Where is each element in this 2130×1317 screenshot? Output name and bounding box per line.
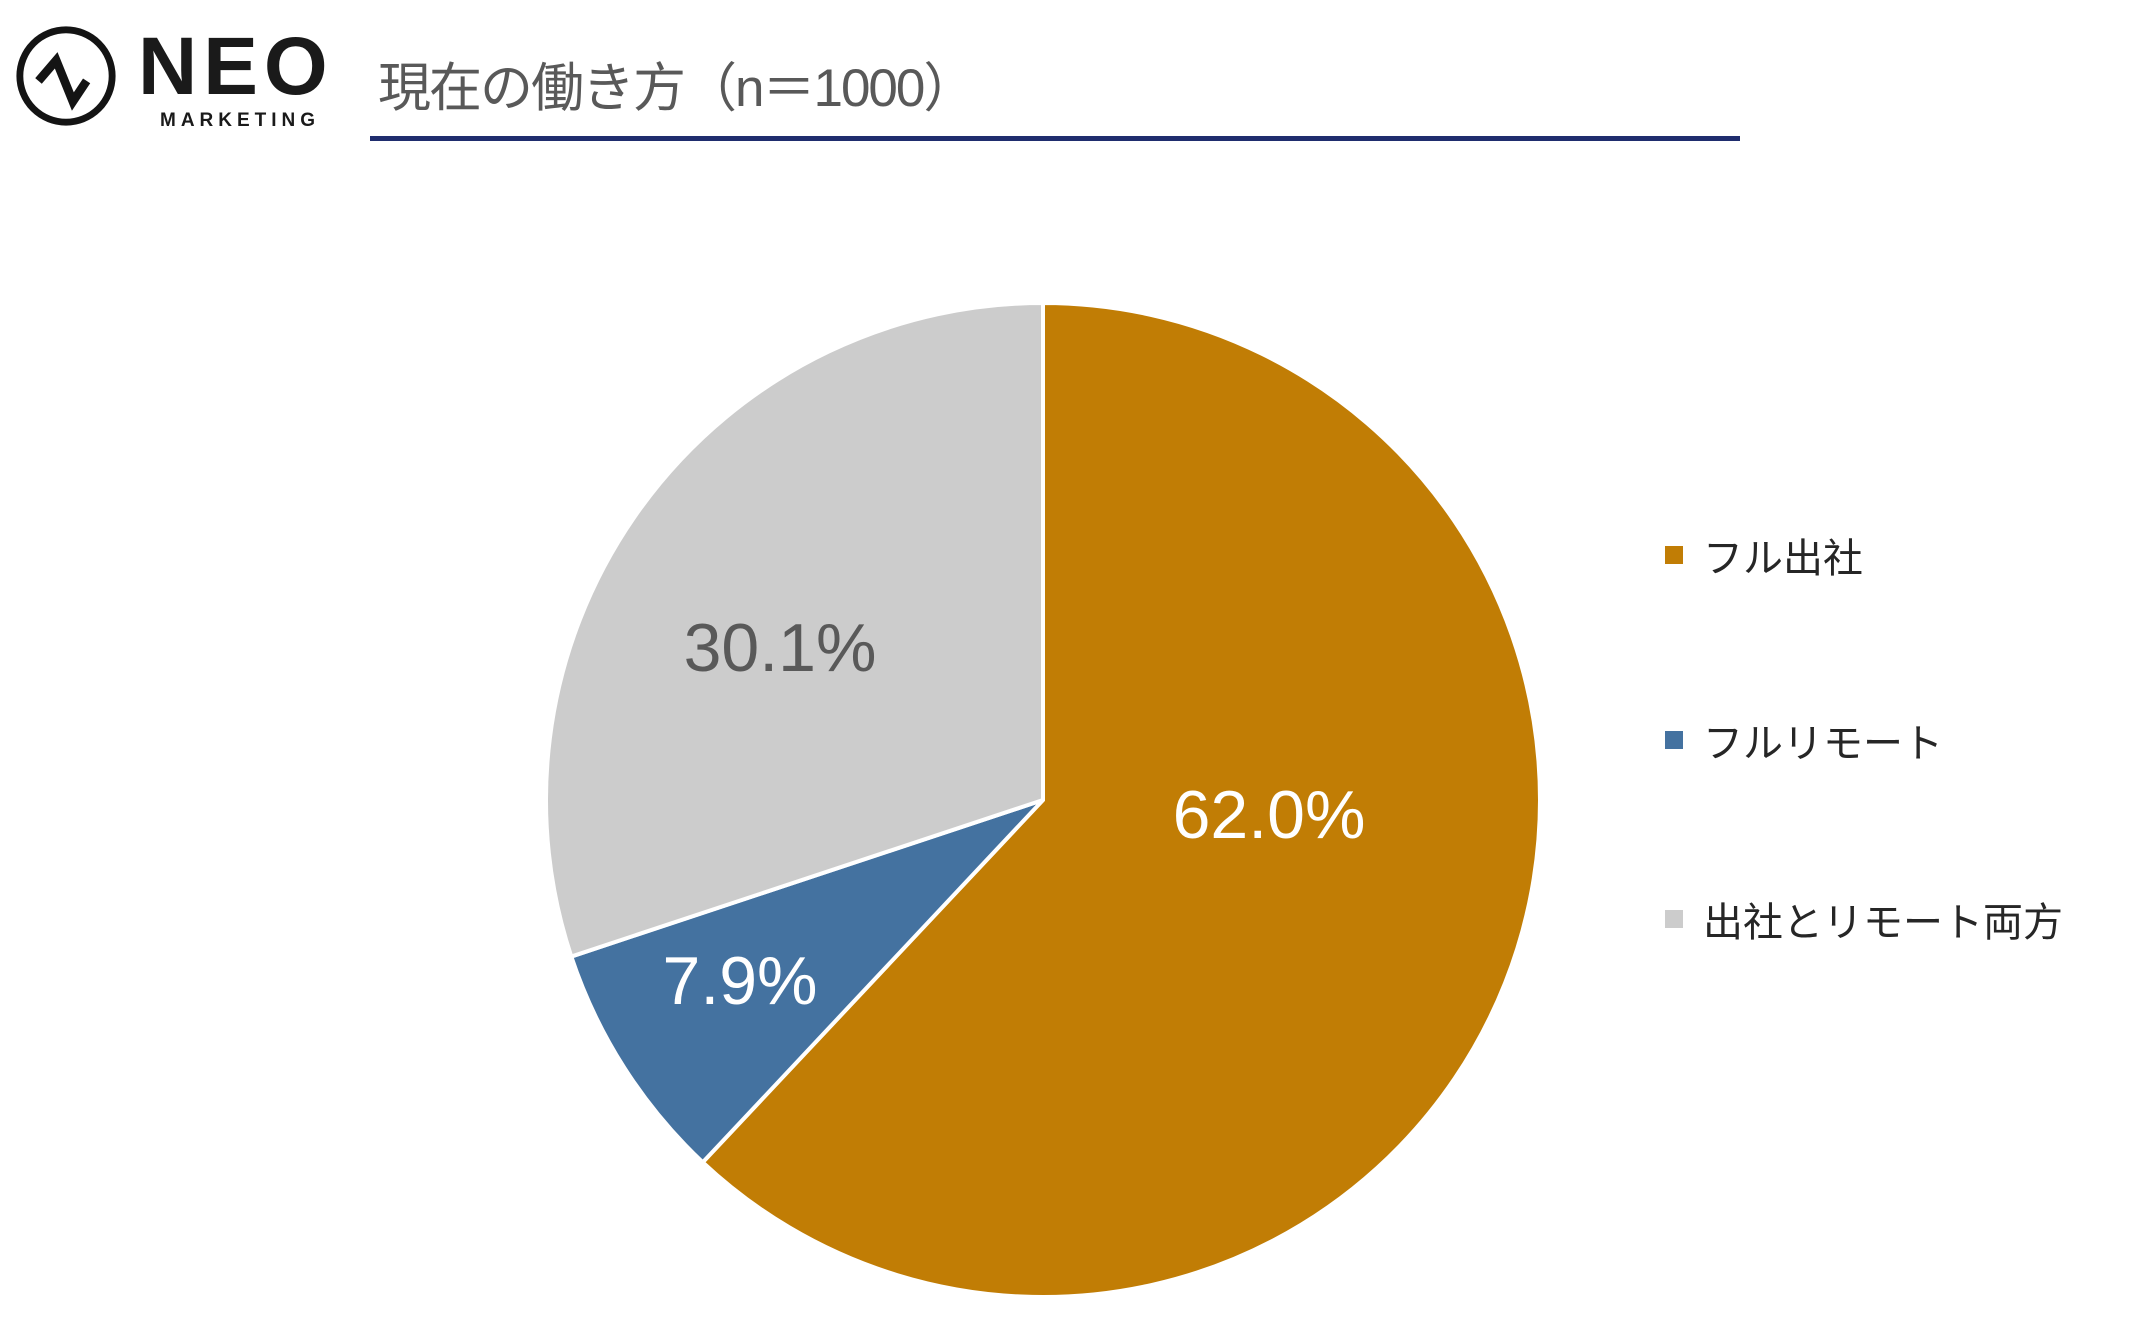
svg-text:62.0%: 62.0% [1173, 777, 1366, 853]
svg-text:7.9%: 7.9% [663, 943, 818, 1019]
svg-text:30.1%: 30.1% [684, 610, 877, 686]
